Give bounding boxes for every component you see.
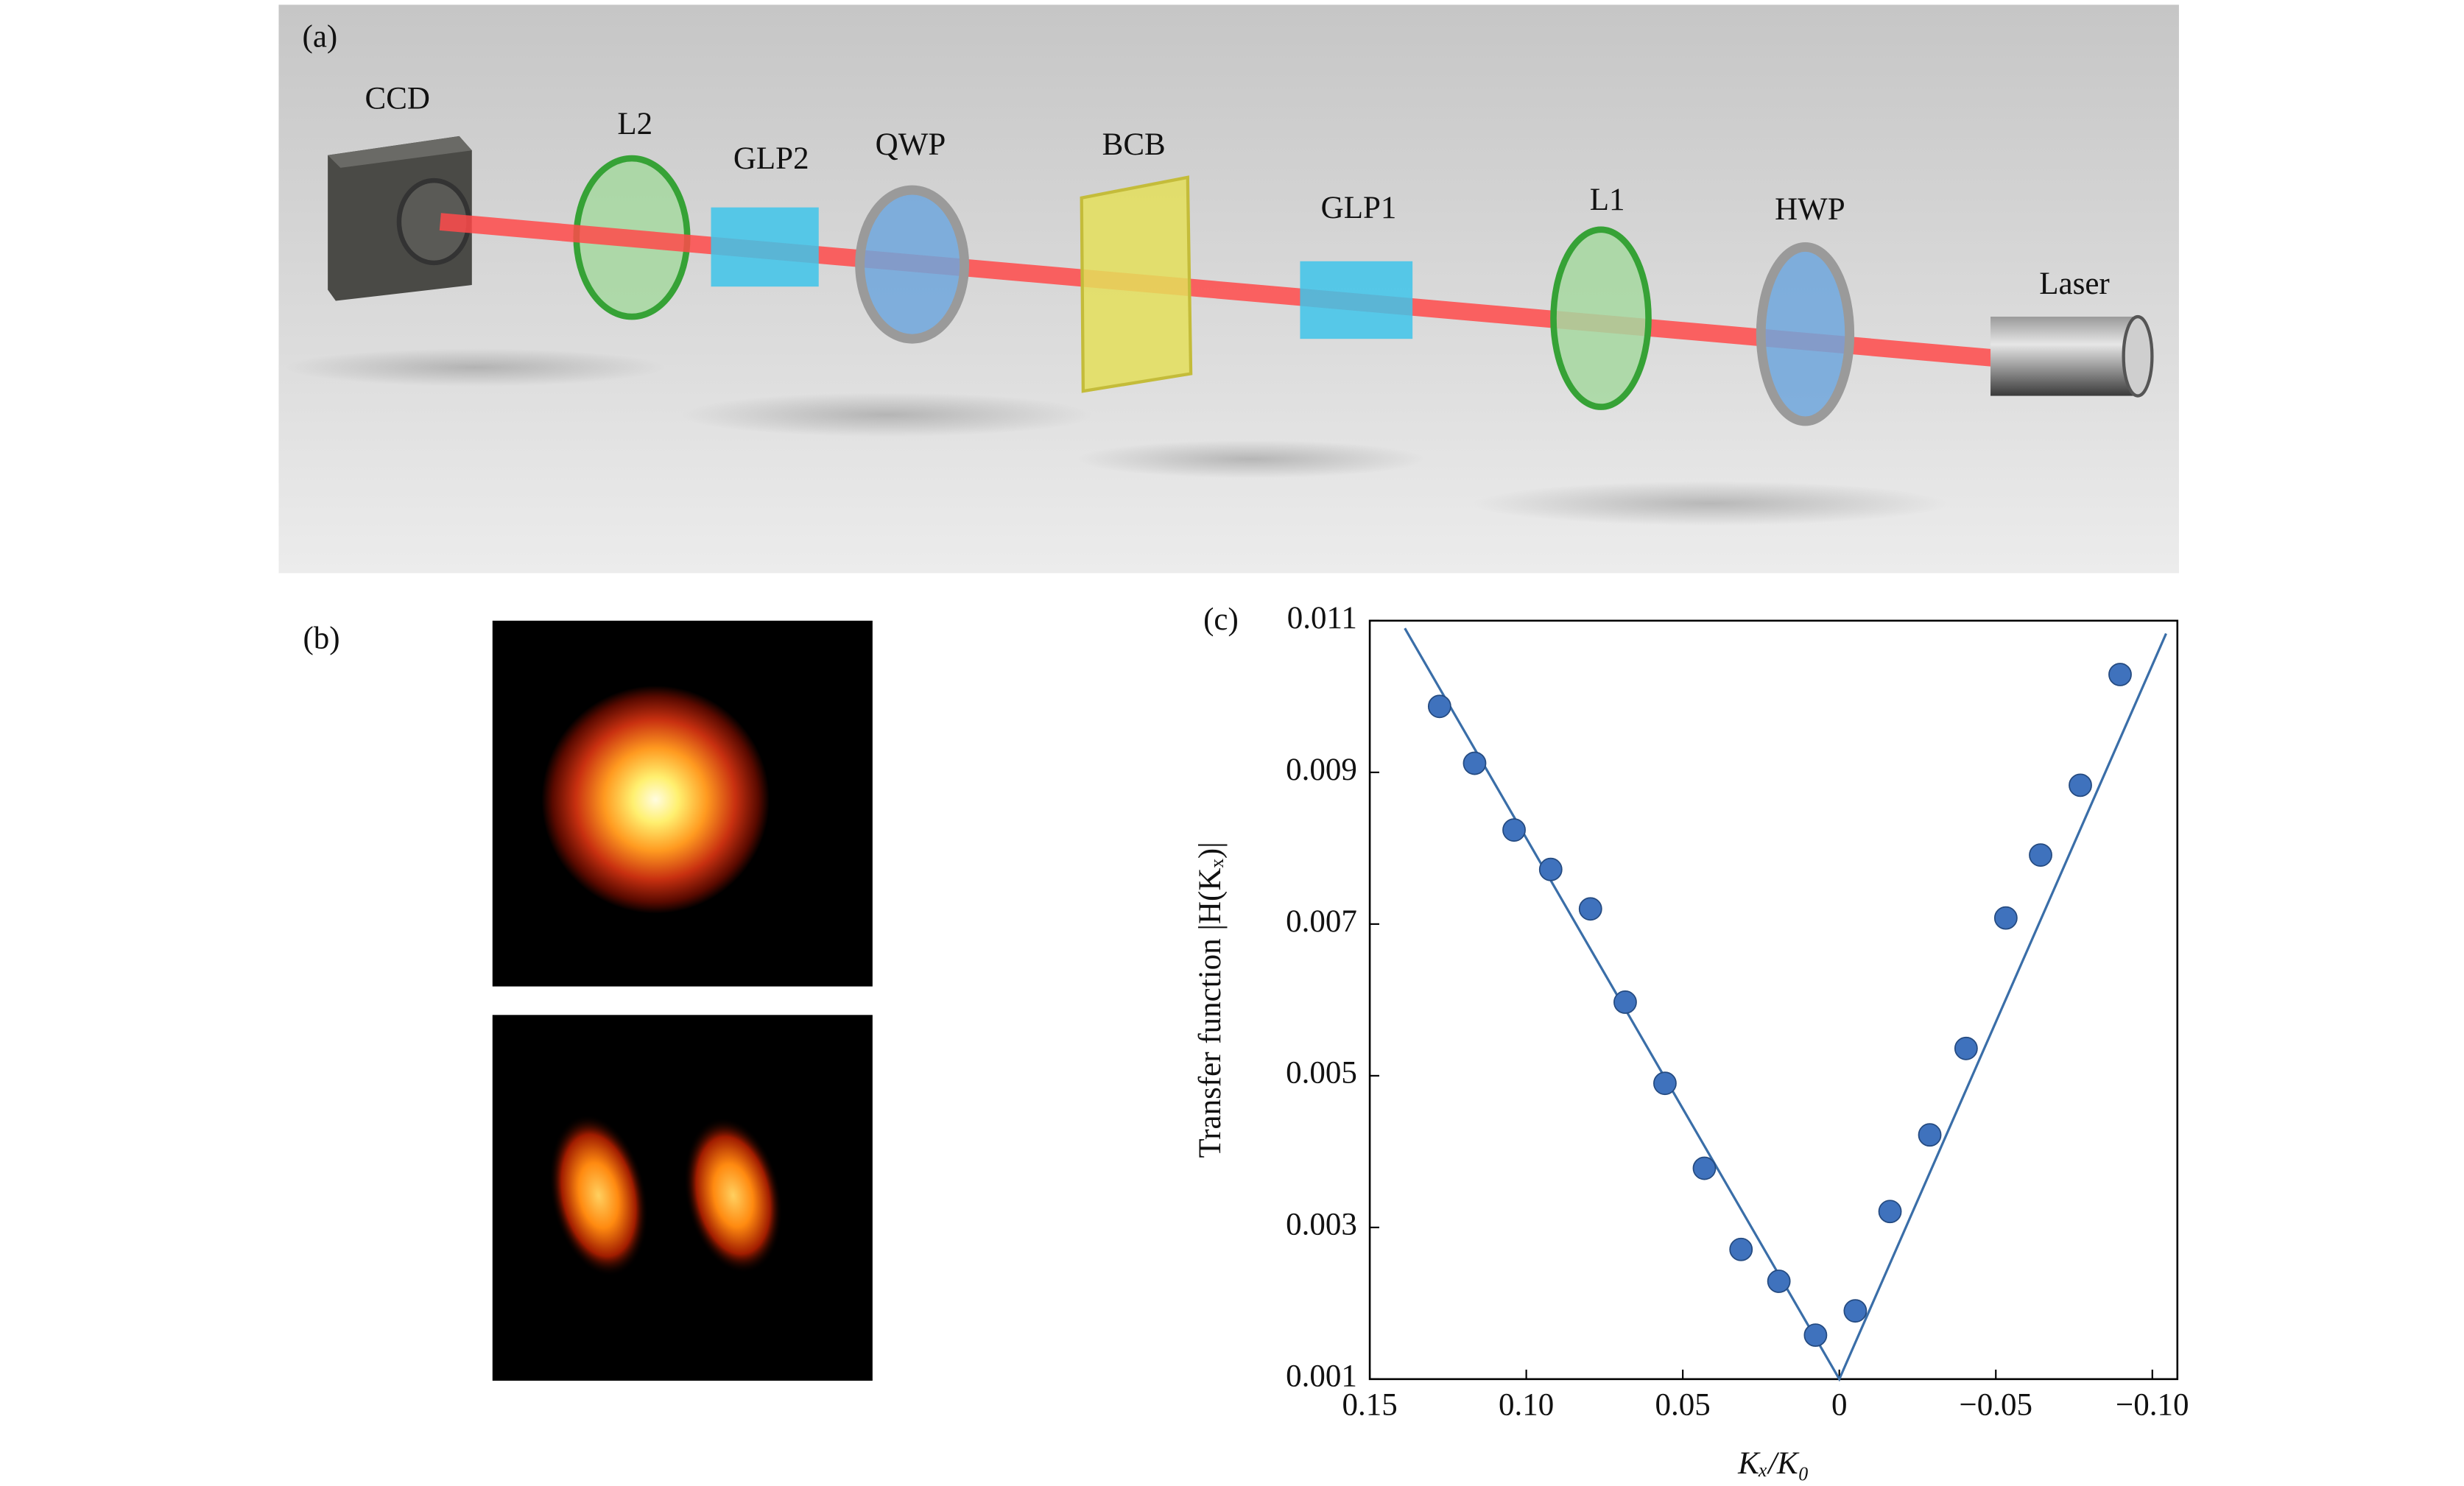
component-label: GLP1 xyxy=(1321,191,1397,225)
data-point xyxy=(1692,1156,1717,1180)
data-point xyxy=(1538,857,1563,881)
component-label: GLP2 xyxy=(733,141,809,176)
ccd-top xyxy=(328,135,472,168)
y-tick-label: 0.001 xyxy=(1286,1359,1357,1394)
fit-line xyxy=(1404,627,2167,1382)
split-spot xyxy=(683,1117,783,1274)
component-label: CCD xyxy=(365,81,430,116)
panel-label: (a) xyxy=(303,20,338,54)
shadow xyxy=(1472,481,1948,526)
component-label: Laser xyxy=(2039,267,2110,301)
component-label: L1 xyxy=(1590,183,1625,217)
component-label: L2 xyxy=(617,107,652,141)
data-point xyxy=(1767,1270,1791,1293)
plot-frame xyxy=(1368,619,2179,1381)
component-label: QWP xyxy=(876,127,946,162)
y-tick-label: 0.009 xyxy=(1286,753,1357,787)
y-tick-label: 0.011 xyxy=(1287,601,1357,635)
component-label: HWP xyxy=(1775,192,1845,227)
data-point xyxy=(1878,1200,1902,1224)
x-axis-label: Kₓ/K₀ xyxy=(1737,1446,1809,1481)
split-spot xyxy=(549,1114,649,1277)
data-point xyxy=(1653,1071,1677,1096)
image-frame xyxy=(492,1015,873,1381)
data-point xyxy=(1462,751,1487,775)
data-point xyxy=(1427,694,1451,719)
data-point xyxy=(1843,1299,1868,1323)
data-point xyxy=(1954,1036,1978,1060)
data-point xyxy=(2108,663,2132,686)
x-tick-label: −0.10 xyxy=(2116,1387,2189,1422)
shadow xyxy=(285,348,666,387)
setup-diagram xyxy=(278,4,2179,574)
x-tick-label: 0 xyxy=(1831,1387,1848,1422)
x-tick-label: −0.05 xyxy=(1959,1387,2032,1422)
glp2-cube xyxy=(711,207,819,287)
data-point xyxy=(2029,843,2052,867)
panel-label: (b) xyxy=(303,621,339,656)
beam-images xyxy=(492,620,873,1381)
glp1-cube xyxy=(1300,261,1413,339)
y-axis-label: Transfer function |H(Kₓ)| xyxy=(1193,842,1228,1158)
chart: 0.15 0.10 0.05 0 −0.05 −0.10 0.001 0.003 0.005 0.… xyxy=(1193,601,2189,1481)
y-tick-label: 0.007 xyxy=(1286,904,1357,939)
laser-end xyxy=(2122,314,2154,398)
shadow xyxy=(680,392,1093,437)
lens-l1 xyxy=(1550,226,1652,410)
shadow xyxy=(1077,440,1426,479)
hwp-plate xyxy=(1756,242,1855,426)
data-point xyxy=(1918,1123,1942,1147)
data-point xyxy=(1578,897,1602,921)
qwp-plate xyxy=(855,185,970,344)
beam-spot xyxy=(541,686,770,914)
data-point xyxy=(1613,990,1637,1014)
bcb-sample xyxy=(1080,175,1193,393)
data-point xyxy=(2069,773,2092,797)
laser-body xyxy=(1990,317,2139,396)
data-point xyxy=(1502,818,1526,842)
x-tick-label: 0.10 xyxy=(1499,1387,1554,1422)
panel-label: (c) xyxy=(1203,602,1239,637)
y-tick-label: 0.005 xyxy=(1286,1056,1357,1091)
x-tick-label: 0.05 xyxy=(1655,1387,1711,1422)
y-tick-label: 0.003 xyxy=(1286,1208,1357,1242)
laser-beam xyxy=(439,213,1993,367)
data-point xyxy=(1803,1323,1828,1348)
component-label: BCB xyxy=(1102,127,1166,162)
data-point xyxy=(1729,1237,1753,1261)
x-tick-label: 0.15 xyxy=(1342,1387,1397,1422)
data-point xyxy=(1993,906,2018,930)
